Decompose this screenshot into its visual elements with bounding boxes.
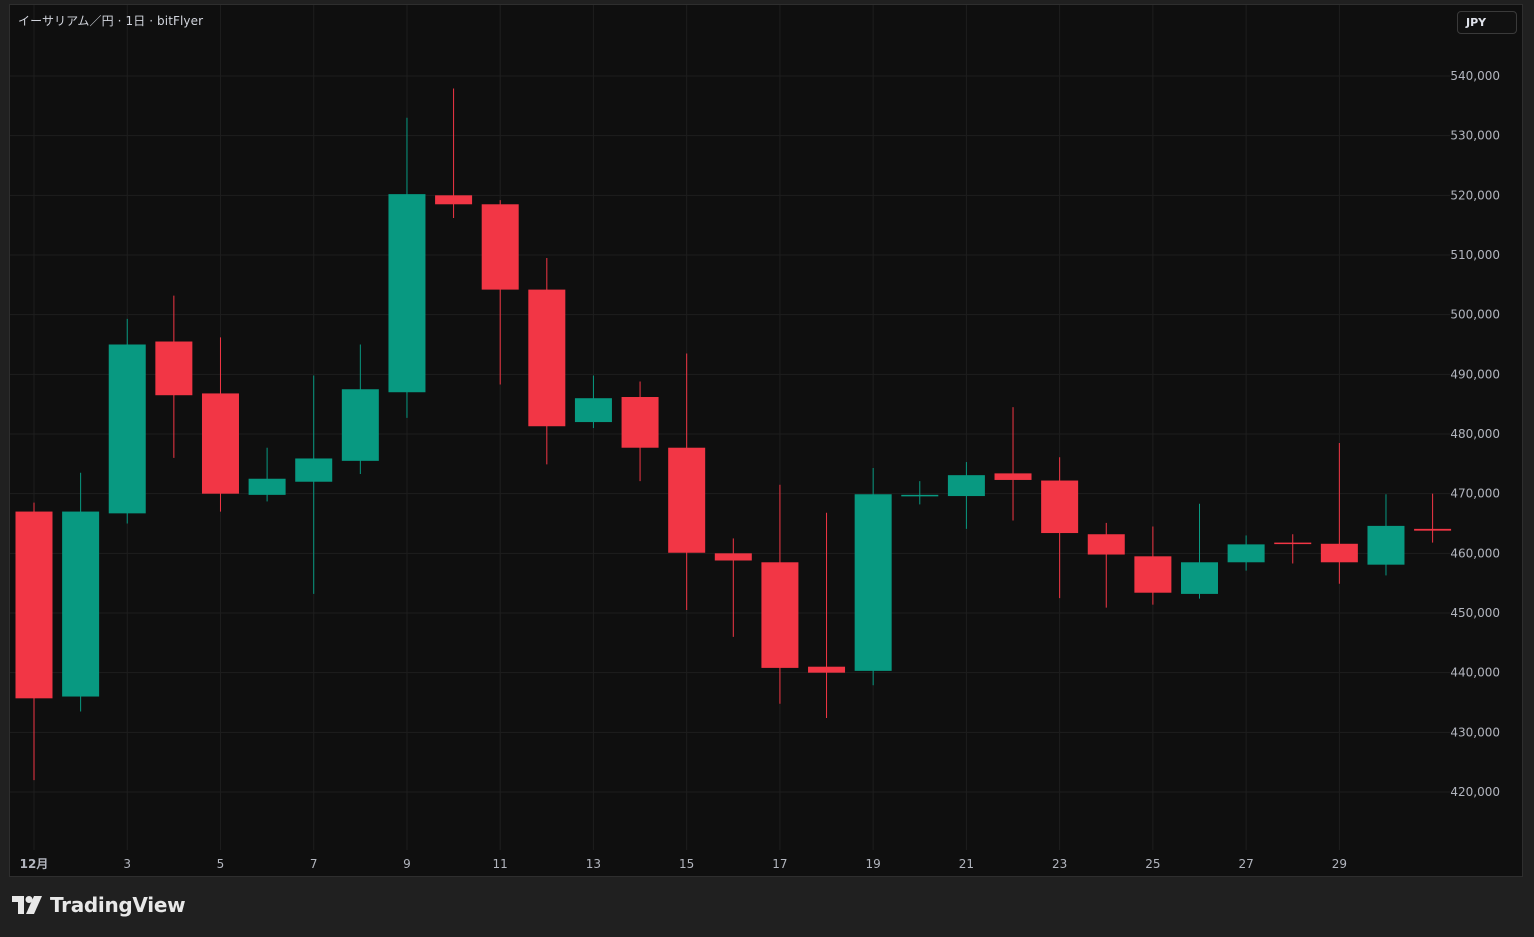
time-axis-label: 19 <box>866 857 881 871</box>
time-axis-label: 13 <box>586 857 601 871</box>
candle-body <box>341 389 379 461</box>
time-axis-label: 3 <box>123 857 131 871</box>
time-axis-label: 21 <box>959 857 974 871</box>
currency-button[interactable]: JPY <box>1457 11 1517 34</box>
time-axis-label: 5 <box>217 857 225 871</box>
candle-body <box>295 458 333 482</box>
price-axis-label: 440,000 <box>1450 666 1500 680</box>
price-axis-label: 430,000 <box>1450 725 1500 739</box>
price-axis-label: 520,000 <box>1450 188 1500 202</box>
price-axis-label: 450,000 <box>1450 606 1500 620</box>
time-axis-label: 9 <box>403 857 411 871</box>
candle-body <box>621 397 659 448</box>
chart-panel[interactable]: 420,000 430,000 440,000 450,000 460,000 470,0… <box>9 4 1523 877</box>
candle-body <box>528 289 566 427</box>
candle-body <box>15 511 53 699</box>
candle-body <box>1041 480 1079 534</box>
time-axis-label: 23 <box>1052 857 1067 871</box>
candle-body <box>947 475 985 497</box>
time-axis-label: 15 <box>679 857 694 871</box>
candle-body <box>1181 562 1218 594</box>
candle-body <box>994 473 1032 480</box>
price-axis-label: 540,000 <box>1450 69 1500 83</box>
price-axis-label: 460,000 <box>1450 546 1500 560</box>
candle-body <box>808 666 846 673</box>
price-axis-label: 500,000 <box>1450 308 1500 322</box>
candle-body <box>1367 525 1405 565</box>
time-axis-label: 11 <box>493 857 508 871</box>
time-axis-label: 27 <box>1238 857 1253 871</box>
candle-body <box>108 344 146 514</box>
tradingview-logo[interactable]: TradingView <box>12 893 186 917</box>
time-axis-label: 12月 <box>20 857 49 871</box>
candle-body <box>854 494 892 671</box>
price-axis-label: 420,000 <box>1450 785 1500 799</box>
price-axis-label: 490,000 <box>1450 367 1500 381</box>
candle-body <box>668 447 706 553</box>
candle-body <box>435 195 473 205</box>
candle-body <box>481 204 519 290</box>
time-axis-label: 17 <box>772 857 787 871</box>
candle-body <box>201 393 239 494</box>
candle-body <box>1320 543 1358 563</box>
tradingview-icon <box>12 896 42 914</box>
brand-name: TradingView <box>50 893 186 917</box>
candle-body <box>761 562 799 668</box>
price-axis-label: 530,000 <box>1450 129 1500 143</box>
candle-body <box>1227 544 1265 563</box>
candle-body <box>1414 528 1452 531</box>
candle-body <box>388 194 426 393</box>
candle-body <box>574 398 612 423</box>
candle-body <box>248 478 286 495</box>
candle-body <box>901 494 939 497</box>
time-axis-label: 25 <box>1145 857 1160 871</box>
price-axis-label: 480,000 <box>1450 427 1500 441</box>
price-axis-label: 510,000 <box>1450 248 1500 262</box>
candlestick-chart[interactable]: 420,000 430,000 440,000 450,000 460,000 470,0… <box>10 5 1522 876</box>
candle-body <box>1087 534 1125 555</box>
candle-body <box>155 341 193 396</box>
price-axis-label: 470,000 <box>1450 487 1500 501</box>
candle-body <box>1134 556 1172 593</box>
symbol-title: イーサリアム／円 · 1日 · bitFlyer <box>18 14 204 28</box>
time-axis-label: 29 <box>1332 857 1347 871</box>
time-axis-label: 7 <box>310 857 318 871</box>
candle-body <box>62 511 100 697</box>
candle-body <box>1274 542 1312 545</box>
candle-body <box>714 553 752 561</box>
